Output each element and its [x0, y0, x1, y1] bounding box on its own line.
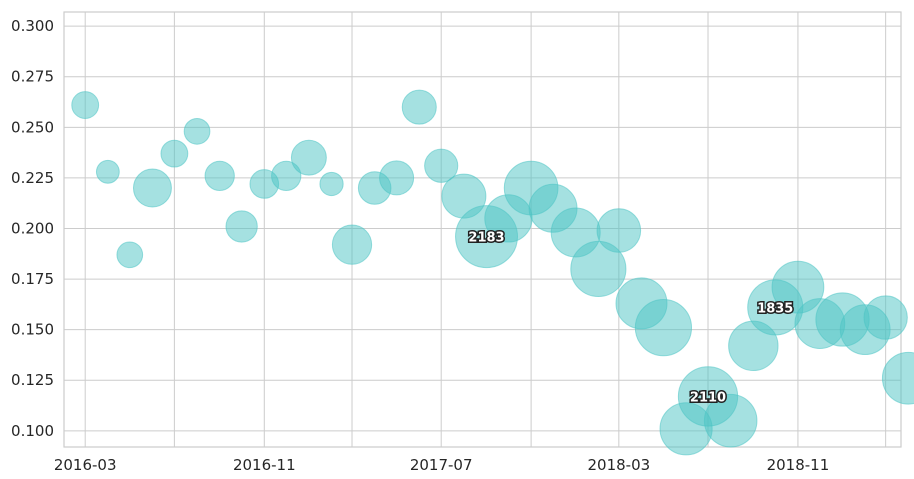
data-point — [424, 148, 459, 183]
data-point — [570, 240, 627, 298]
x-tick-label: 2016-03 — [54, 456, 117, 474]
x-tick-label: 2016-11 — [233, 456, 296, 474]
y-tick-label: 0.300 — [11, 17, 54, 35]
data-label: 2110 — [690, 390, 726, 405]
data-point — [183, 118, 211, 145]
data-point — [95, 159, 120, 184]
data-point — [132, 168, 172, 208]
x-tick-label: 2017-07 — [410, 456, 473, 474]
data-point — [331, 224, 373, 265]
data-point — [703, 393, 758, 448]
data-label: 1835 — [757, 301, 793, 316]
data-point — [271, 160, 302, 192]
tick-labels: 2016-03 2016-11 2017-07 2018-03 2018-11 0.100… — [11, 17, 829, 474]
x-tick-label: 2018-03 — [587, 456, 650, 474]
data-point — [881, 351, 914, 405]
y-tick-label: 0.250 — [11, 118, 54, 136]
data-point — [71, 91, 100, 119]
data-point — [596, 208, 642, 253]
bubbles — [71, 89, 914, 456]
data-point — [204, 160, 235, 192]
data-point — [634, 299, 693, 357]
y-tick-label: 0.275 — [11, 68, 54, 86]
y-tick-label: 0.125 — [11, 371, 54, 389]
data-point — [401, 89, 437, 125]
data-point — [319, 171, 344, 197]
y-tick-label: 0.225 — [11, 169, 54, 187]
data-point — [379, 160, 415, 196]
data-point — [116, 241, 144, 269]
y-tick-label: 0.100 — [11, 422, 54, 440]
x-tick-label: 2018-11 — [767, 456, 830, 474]
plot-frame — [63, 11, 902, 448]
y-tick-label: 0.200 — [11, 219, 54, 237]
y-tick-label: 0.150 — [11, 321, 54, 339]
data-point — [863, 295, 908, 340]
bubble-labels: 2183 2110 1835 — [467, 229, 795, 407]
y-tick-label: 0.175 — [11, 270, 54, 288]
data-label: 2183 — [468, 231, 504, 246]
data-point — [225, 210, 258, 243]
data-point — [160, 139, 189, 168]
data-point — [290, 139, 327, 176]
